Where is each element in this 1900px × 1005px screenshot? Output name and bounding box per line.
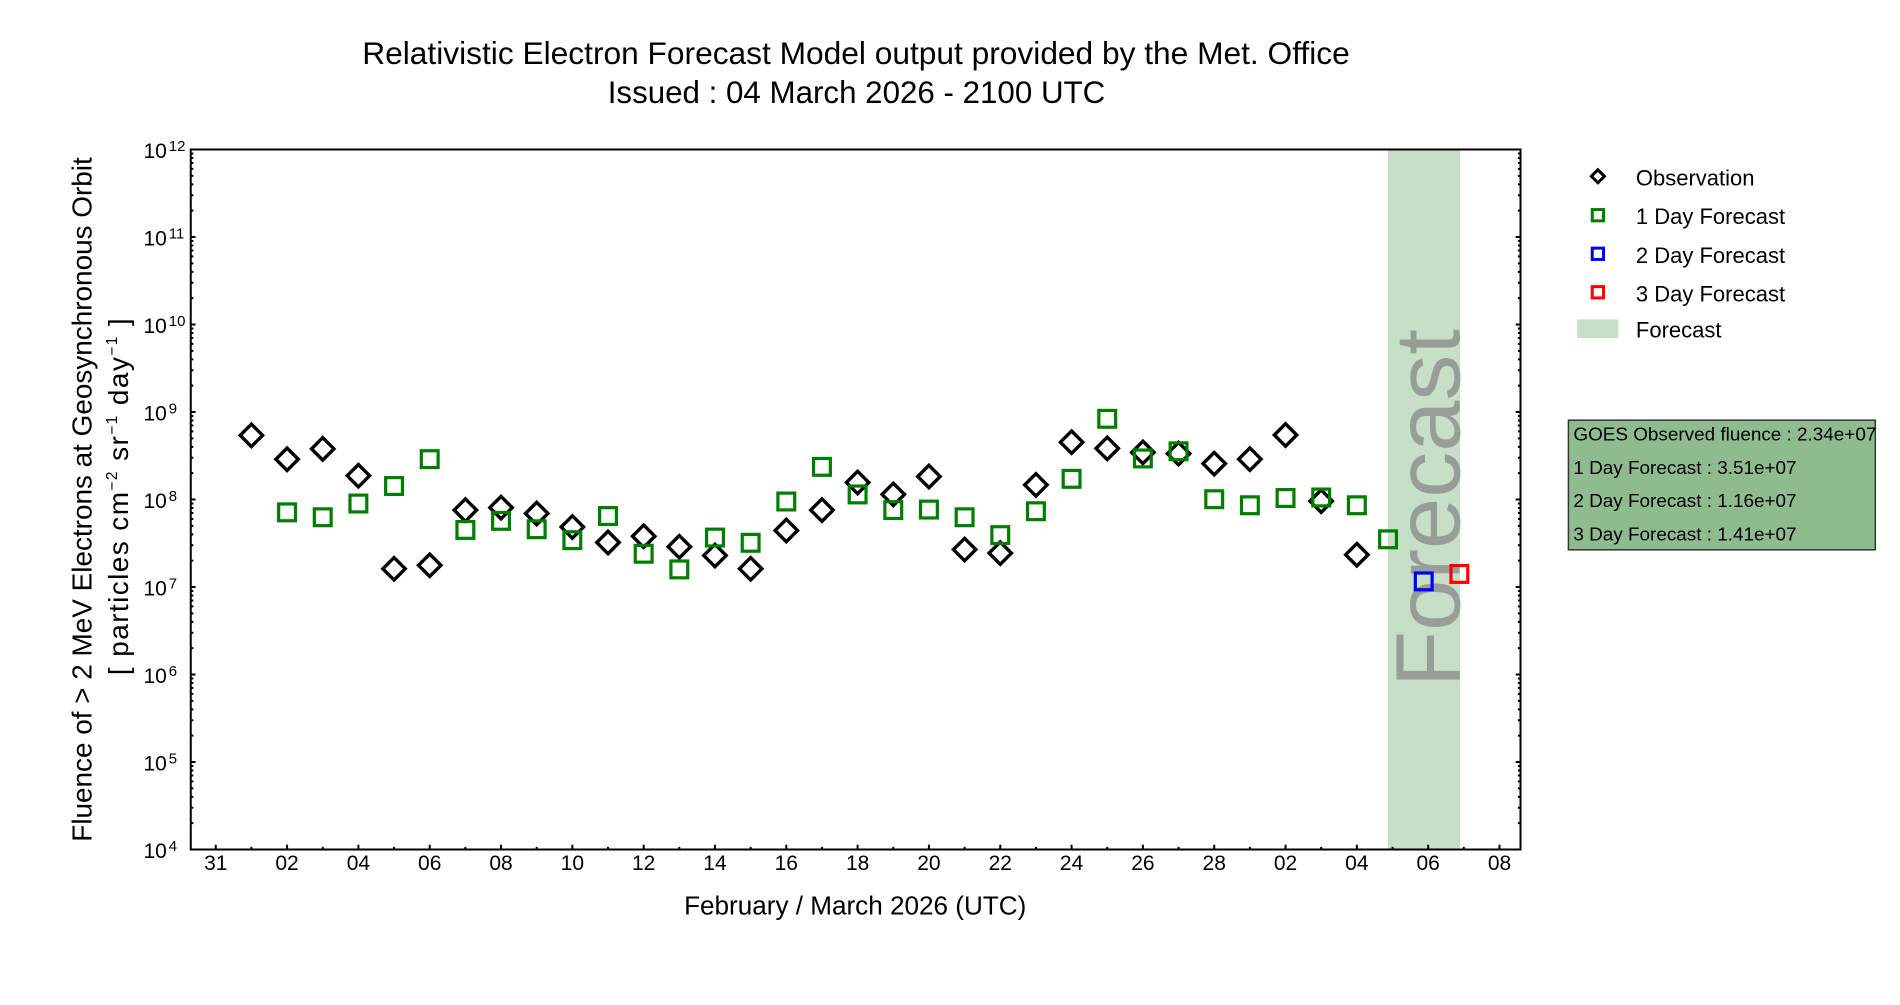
svg-text:Forecast: Forecast <box>1378 329 1480 687</box>
svg-text:18: 18 <box>846 852 869 875</box>
svg-text:5: 5 <box>169 750 177 767</box>
svg-text:Issued : 04 March 2026 - 2100: Issued : 04 March 2026 - 2100 UTC <box>608 75 1106 110</box>
svg-text:1 Day Forecast: 1 Day Forecast <box>1636 204 1785 229</box>
svg-text:10: 10 <box>144 490 167 513</box>
svg-text:Fluence of > 2 MeV Electrons a: Fluence of > 2 MeV Electrons at Geosynch… <box>67 157 98 842</box>
svg-text:08: 08 <box>489 852 512 875</box>
svg-text:Observation: Observation <box>1636 165 1755 190</box>
svg-text:3 Day Forecast: 3 Day Forecast <box>1636 281 1785 306</box>
svg-text:10: 10 <box>144 578 167 601</box>
svg-text:28: 28 <box>1203 852 1226 875</box>
svg-text:6: 6 <box>169 663 177 680</box>
svg-text:10: 10 <box>144 753 167 776</box>
svg-text:February / March 2026 (UTC): February / March 2026 (UTC) <box>684 891 1026 921</box>
svg-text:10: 10 <box>561 852 584 875</box>
svg-text:7: 7 <box>169 575 177 592</box>
svg-text:10: 10 <box>144 665 167 688</box>
svg-text:02: 02 <box>275 852 298 875</box>
svg-text:8: 8 <box>169 488 177 505</box>
svg-text:11: 11 <box>169 225 185 242</box>
svg-text:Relativistic Electron Forecast: Relativistic Electron Forecast Model out… <box>362 35 1349 71</box>
svg-text:9: 9 <box>169 400 177 417</box>
svg-text:02: 02 <box>1274 852 1297 875</box>
svg-text:10: 10 <box>144 228 167 251</box>
svg-text:04: 04 <box>347 852 371 875</box>
svg-text:10: 10 <box>144 403 167 426</box>
svg-text:06: 06 <box>418 852 441 875</box>
svg-text:12: 12 <box>169 138 186 155</box>
svg-text:12: 12 <box>632 852 655 875</box>
svg-text:08: 08 <box>1488 852 1511 875</box>
svg-text:[ particles cm−2 sr−1 day−1 ]: [ particles cm−2 sr−1 day−1 ] <box>103 317 134 675</box>
svg-text:3 Day Forecast : 1.41e+07: 3 Day Forecast : 1.41e+07 <box>1573 525 1796 546</box>
svg-text:2 Day Forecast : 1.16e+07: 2 Day Forecast : 1.16e+07 <box>1573 491 1796 512</box>
svg-text:26: 26 <box>1131 852 1154 875</box>
svg-text:06: 06 <box>1417 852 1440 875</box>
svg-text:Forecast: Forecast <box>1636 318 1722 343</box>
svg-text:10: 10 <box>144 140 167 163</box>
svg-text:24: 24 <box>1060 852 1084 875</box>
svg-text:16: 16 <box>775 852 798 875</box>
svg-text:14: 14 <box>703 852 727 875</box>
svg-text:2 Day Forecast: 2 Day Forecast <box>1636 243 1785 268</box>
svg-text:GOES Observed fluence : 2.34e+: GOES Observed fluence : 2.34e+07 <box>1573 425 1876 446</box>
svg-text:1 Day Forecast : 3.51e+07: 1 Day Forecast : 3.51e+07 <box>1573 458 1796 479</box>
svg-text:22: 22 <box>989 852 1012 875</box>
svg-text:20: 20 <box>917 852 940 875</box>
svg-text:10: 10 <box>144 840 167 863</box>
svg-text:04: 04 <box>1345 852 1369 875</box>
svg-text:4: 4 <box>169 838 177 855</box>
svg-text:31: 31 <box>204 852 227 875</box>
svg-text:10: 10 <box>169 313 186 330</box>
svg-text:10: 10 <box>144 315 167 338</box>
